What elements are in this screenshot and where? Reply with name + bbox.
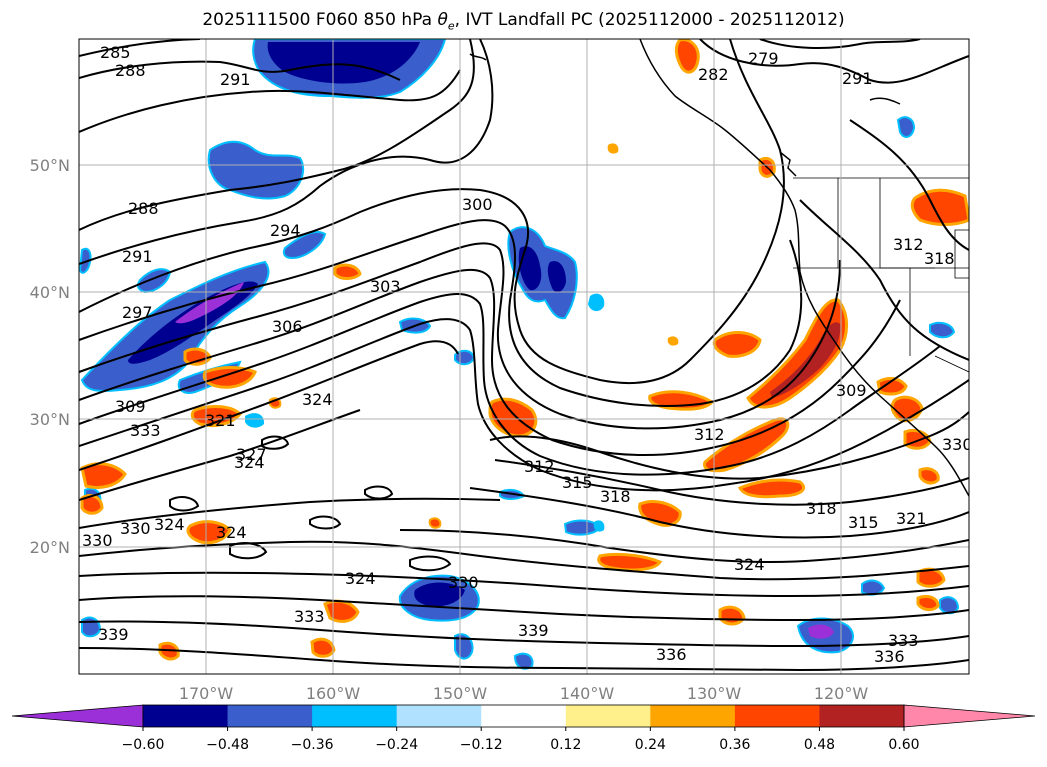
colorbar-tick-label: −0.12: [460, 737, 503, 753]
contour-label: 321: [205, 411, 236, 430]
contour-label: 288: [115, 61, 146, 80]
lon-label: 120°W: [814, 684, 869, 703]
contour-label: 339: [98, 625, 129, 644]
contour-label: 324: [734, 555, 765, 574]
contour-label: 309: [836, 381, 867, 400]
contour-label: 294: [270, 221, 301, 240]
contour-label: 324: [234, 453, 265, 472]
colorbar-tick-label: 0.60: [888, 737, 919, 753]
theta-e-contours: [79, 39, 969, 672]
contour-label: 318: [600, 487, 631, 506]
contour-label: 312: [694, 425, 725, 444]
coastlines: [469, 39, 969, 497]
contour-label: 291: [842, 69, 873, 88]
lat-label: 30°N: [30, 410, 70, 429]
contour-label: 327: [236, 445, 267, 464]
contour-label: 318: [924, 249, 955, 268]
contour-label: 288: [128, 199, 159, 218]
contour-label: 291: [122, 247, 153, 266]
contour-label: 285: [100, 43, 131, 62]
plot-title: 2025111500 F060 850 hPa θe, IVT Landfall…: [0, 10, 1047, 32]
contour-label: 303: [370, 277, 401, 296]
contour-label: 315: [848, 513, 879, 532]
colorbar-tick-label: −0.36: [291, 737, 334, 753]
contour-label: 339: [518, 621, 549, 640]
contour-label: 297: [122, 303, 153, 322]
lon-label: 170°W: [179, 684, 234, 703]
contour-label: 336: [874, 647, 905, 666]
colorbar-ticks: −0.60 −0.48 −0.36 −0.24 −0.12 0.12 0.24 0.36 0.4…: [122, 727, 920, 753]
contour-label: 324: [216, 523, 247, 542]
map-content: 285 288 291 279 282 291 288 294 300 291 …: [79, 39, 973, 674]
colorbar-bin: [143, 705, 229, 727]
colorbar-frame: [142, 704, 905, 728]
contour-label: 330: [120, 519, 151, 538]
contour-label: 324: [302, 390, 333, 409]
colorbar-bin: [227, 705, 313, 727]
colorbar-bin: [734, 705, 820, 727]
colorbar: −0.60 −0.48 −0.36 −0.24 −0.12 0.12 0.24 0.36 0.4…: [11, 704, 1036, 753]
contour-label: 330: [942, 435, 973, 454]
title-prefix: 2025111500 F060 850 hPa: [202, 10, 438, 30]
lon-label: 140°W: [560, 684, 615, 703]
colorbar-tick-label: −0.48: [206, 737, 249, 753]
lat-label: 40°N: [30, 283, 70, 302]
contour-label: 333: [130, 421, 161, 440]
contour-label: 324: [154, 515, 185, 534]
contour-label: 282: [698, 65, 729, 84]
colorbar-tick-label: −0.60: [122, 737, 165, 753]
contour-label: 321: [896, 509, 927, 528]
contour-label: 330: [82, 531, 113, 550]
colorbar-bin: [481, 705, 567, 727]
map-border: [78, 38, 970, 675]
contour-label: 291: [220, 70, 251, 89]
gridlines: [79, 39, 969, 674]
title-suffix: , IVT Landfall PC (2025112000 - 20251120…: [454, 10, 845, 30]
contour-label: 324: [345, 569, 376, 588]
lon-label: 130°W: [687, 684, 742, 703]
contour-label: 300: [462, 195, 493, 214]
colorbar-tick-label: −0.24: [375, 737, 418, 753]
contour-label: 333: [294, 607, 325, 626]
colorbar-bin: [819, 705, 905, 727]
lat-label: 20°N: [30, 538, 70, 557]
contour-label: 309: [115, 397, 146, 416]
colorbar-tick-label: 0.36: [719, 737, 750, 753]
contour-label: 330: [448, 573, 479, 592]
latitude-labels: 50°N 40°N 30°N 20°N: [30, 156, 70, 557]
longitude-labels: 170°W 160°W 150°W 140°W 130°W 120°W: [179, 684, 869, 703]
contour-label: 333: [888, 631, 919, 650]
colorbar-under-extension: [11, 704, 144, 728]
colorbar-bins: [11, 704, 1036, 728]
colorbar-tick-label: 0.24: [635, 737, 666, 753]
contour-label: 312: [893, 235, 924, 254]
colorbar-bin: [312, 705, 398, 727]
title-theta: θ: [437, 10, 448, 30]
colorbar-tick-label: 0.48: [804, 737, 835, 753]
contour-label: 315: [562, 473, 593, 492]
colorbar-over-extension: [903, 704, 1036, 728]
colorbar-bin: [650, 705, 736, 727]
contour-label: 336: [656, 645, 687, 664]
contour-label: 312: [524, 457, 555, 476]
colorbar-bin: [565, 705, 651, 727]
contour-labels: 285 288 291 279 282 291 288 294 300 291 …: [82, 43, 973, 666]
colorbar-tick-label: 0.12: [550, 737, 581, 753]
title-theta-subscript: e: [447, 19, 455, 33]
lat-label: 50°N: [30, 156, 70, 175]
colorbar-bin: [396, 705, 482, 727]
lon-label: 150°W: [433, 684, 488, 703]
contour-label: 318: [806, 499, 837, 518]
contour-label: 306: [272, 317, 303, 336]
contour-label: 279: [748, 49, 779, 68]
lon-label: 160°W: [306, 684, 361, 703]
political-borders: [793, 177, 969, 373]
